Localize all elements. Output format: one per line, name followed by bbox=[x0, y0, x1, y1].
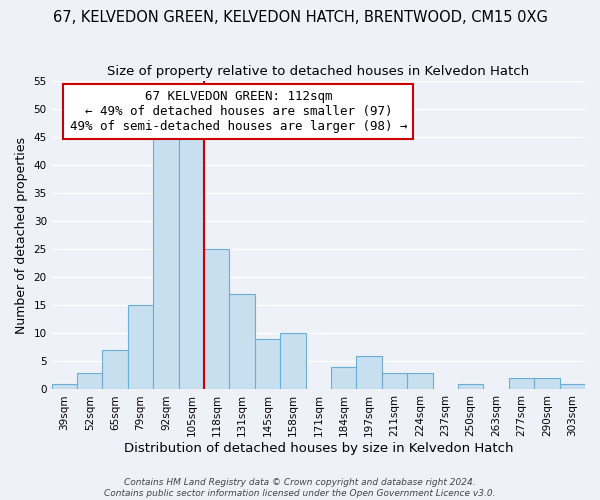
Bar bbox=[560, 384, 585, 390]
Bar bbox=[77, 372, 103, 390]
Bar bbox=[509, 378, 534, 390]
Bar bbox=[382, 372, 407, 390]
Bar bbox=[204, 249, 229, 390]
Bar bbox=[280, 334, 305, 390]
Bar bbox=[331, 367, 356, 390]
Bar bbox=[128, 305, 153, 390]
Y-axis label: Number of detached properties: Number of detached properties bbox=[15, 136, 28, 334]
Bar bbox=[458, 384, 484, 390]
Text: Contains HM Land Registry data © Crown copyright and database right 2024.
Contai: Contains HM Land Registry data © Crown c… bbox=[104, 478, 496, 498]
Bar bbox=[255, 339, 280, 390]
Text: 67, KELVEDON GREEN, KELVEDON HATCH, BRENTWOOD, CM15 0XG: 67, KELVEDON GREEN, KELVEDON HATCH, BREN… bbox=[53, 10, 547, 25]
Bar bbox=[229, 294, 255, 390]
Title: Size of property relative to detached houses in Kelvedon Hatch: Size of property relative to detached ho… bbox=[107, 65, 529, 78]
Bar bbox=[103, 350, 128, 390]
Bar bbox=[534, 378, 560, 390]
Bar bbox=[52, 384, 77, 390]
Bar bbox=[179, 136, 204, 390]
Text: 67 KELVEDON GREEN: 112sqm
← 49% of detached houses are smaller (97)
49% of semi-: 67 KELVEDON GREEN: 112sqm ← 49% of detac… bbox=[70, 90, 407, 133]
Bar bbox=[356, 356, 382, 390]
Bar bbox=[153, 131, 179, 390]
Bar bbox=[407, 372, 433, 390]
X-axis label: Distribution of detached houses by size in Kelvedon Hatch: Distribution of detached houses by size … bbox=[124, 442, 513, 455]
